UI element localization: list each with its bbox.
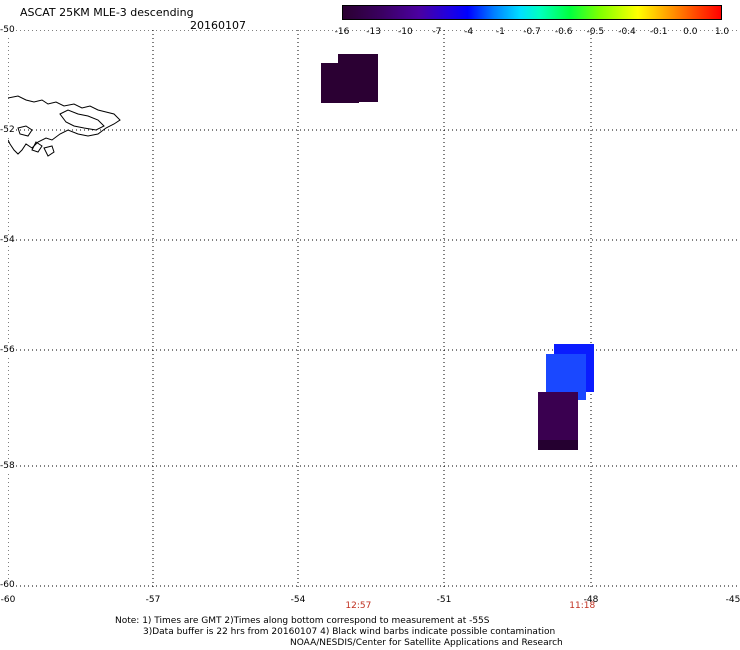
color-scale-label: -7 <box>432 27 442 37</box>
note-line-1: Note: 1) Times are GMT 2)Times along bot… <box>115 616 490 626</box>
map-plot <box>8 30 738 590</box>
longitude-label: -54 <box>290 595 306 605</box>
color-scale-label: -0.7 <box>523 27 541 37</box>
color-scale-bar <box>342 5 722 20</box>
grid-lines <box>8 30 738 590</box>
color-scale-label: 0.0 <box>683 27 698 37</box>
longitude-label: -48 <box>583 595 599 605</box>
color-scale-label: 1.0 <box>714 27 730 37</box>
color-scale-label: -16 <box>334 27 350 37</box>
color-scale-label: -1 <box>495 27 505 37</box>
note-line-2: 3)Data buffer is 22 hrs from 20160107 4)… <box>143 627 556 637</box>
note-line-3: NOAA/NESDIS/Center for Satellite Applica… <box>290 638 563 648</box>
time-label: 12:57 <box>345 601 372 611</box>
map-title: ASCAT 25KM MLE-3 descending <box>20 6 194 19</box>
latitude-label: -56 <box>0 345 16 355</box>
time-label: 11:18 <box>569 601 596 611</box>
wind-cell <box>538 440 578 450</box>
latitude-label: -60 <box>0 580 16 590</box>
latitude-label: -58 <box>0 461 16 471</box>
color-scale-label: -4 <box>464 27 474 37</box>
latitude-label: -54 <box>0 235 16 245</box>
longitude-label: -57 <box>145 595 161 605</box>
longitude-label: -51 <box>436 595 452 605</box>
latitude-label: -50 <box>0 25 16 35</box>
color-scale-label: -0.4 <box>618 27 636 37</box>
longitude-label: -45 <box>725 595 740 605</box>
longitude-label: -60 <box>0 595 16 605</box>
wind-cell <box>338 54 378 102</box>
map-date: 20160107 <box>190 19 246 32</box>
color-scale-label: -0.1 <box>649 27 668 37</box>
color-scale-label: -10 <box>397 27 413 37</box>
color-scale-label: -0.6 <box>554 27 573 37</box>
color-scale-label: -0.5 <box>586 27 605 37</box>
color-scale-label: -13 <box>366 27 382 37</box>
coastline <box>8 95 121 157</box>
latitude-label: -52 <box>0 125 16 135</box>
